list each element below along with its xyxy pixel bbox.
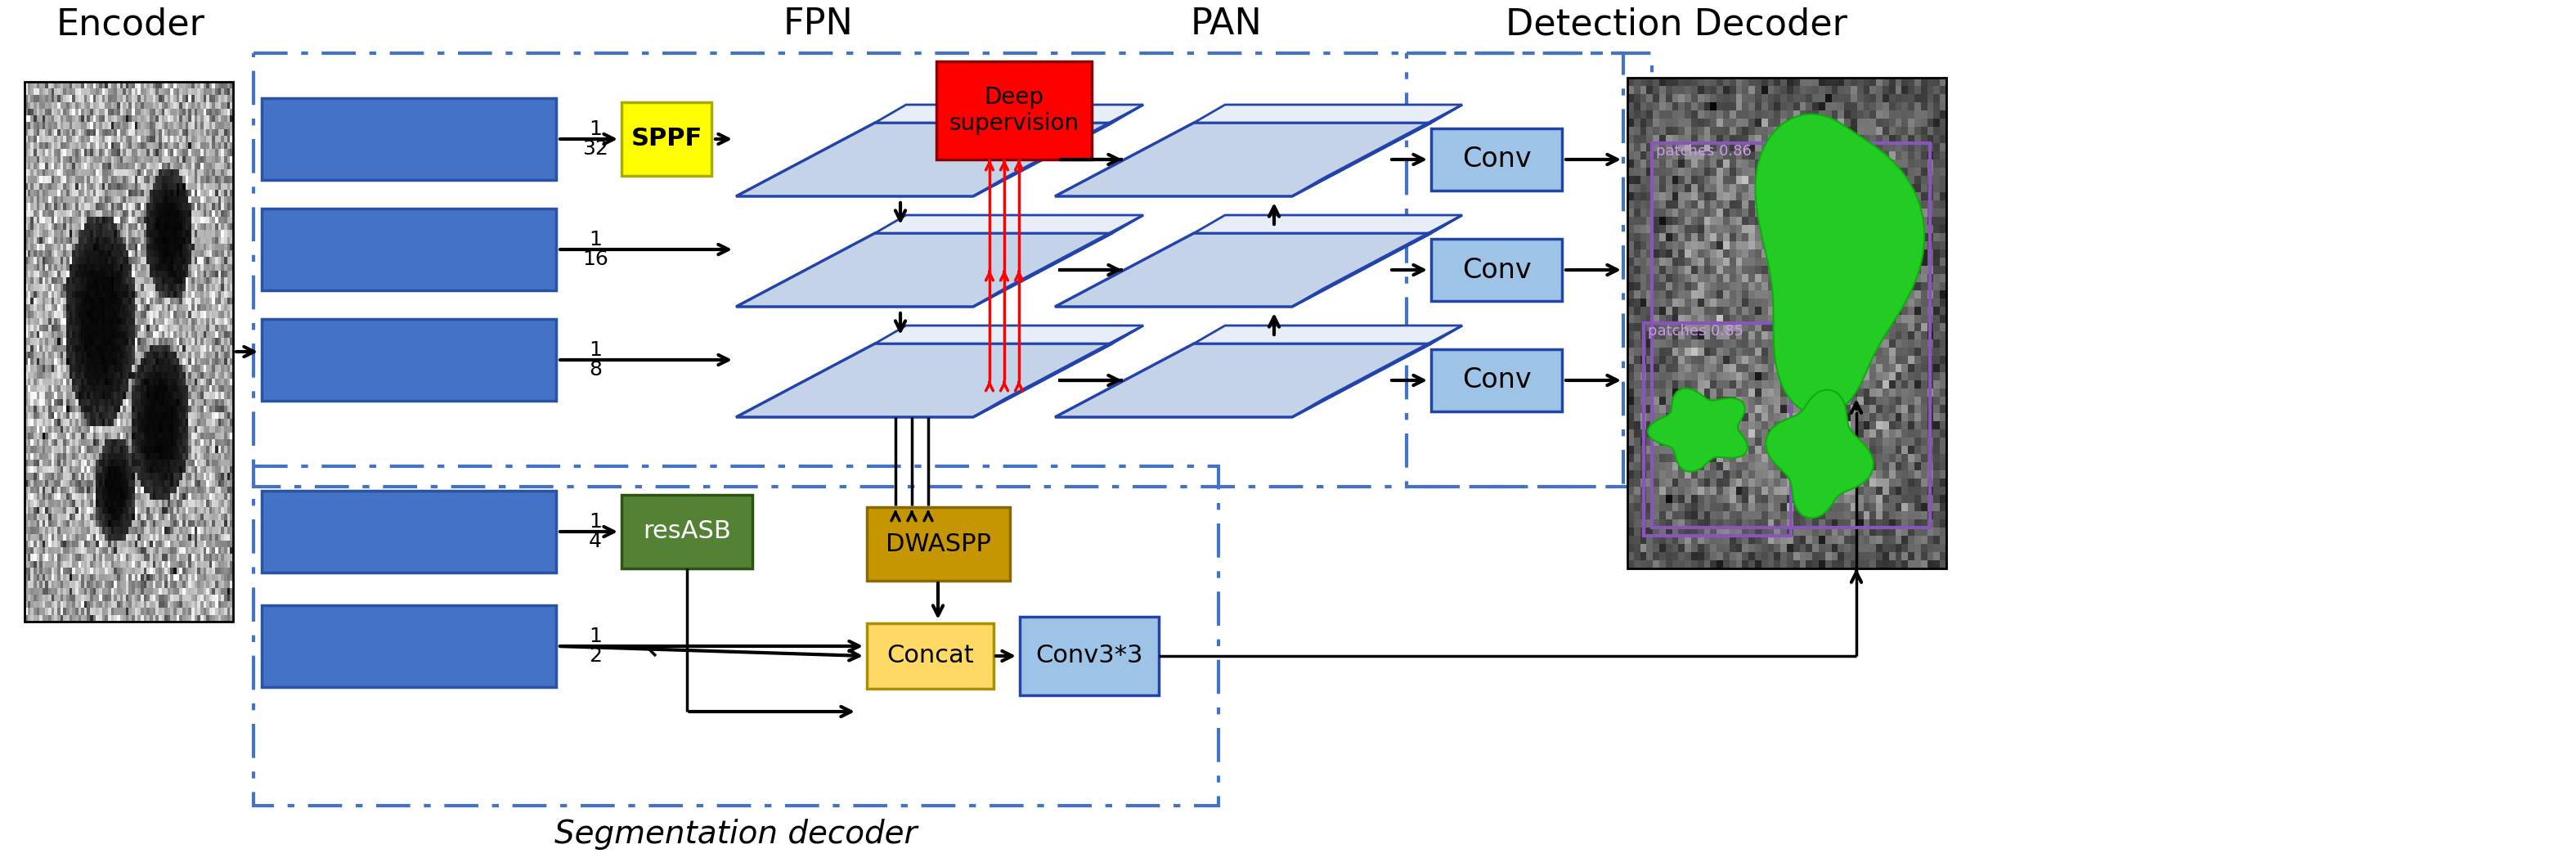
- Text: patches 0.85: patches 0.85: [1649, 324, 1744, 339]
- Bar: [1651, 143, 1929, 528]
- Text: Deep
supervision: Deep supervision: [948, 86, 1079, 135]
- Bar: [252, 53, 1651, 486]
- Bar: [263, 491, 556, 572]
- Text: 1: 1: [590, 230, 603, 250]
- Polygon shape: [1649, 389, 1747, 472]
- Polygon shape: [1056, 123, 1432, 196]
- Text: Encoder: Encoder: [57, 7, 206, 42]
- Text: Segmentation decoder: Segmentation decoder: [554, 819, 917, 849]
- Text: Detection Decoder: Detection Decoder: [1504, 7, 1847, 42]
- Polygon shape: [1193, 325, 1463, 343]
- Polygon shape: [1293, 215, 1463, 306]
- Text: 1: 1: [590, 512, 603, 532]
- Polygon shape: [1293, 325, 1463, 417]
- Bar: [868, 507, 1010, 581]
- Bar: [868, 623, 994, 689]
- Polygon shape: [876, 105, 1144, 123]
- Text: Conv3*3: Conv3*3: [1036, 644, 1144, 668]
- Text: 16: 16: [582, 250, 608, 269]
- Polygon shape: [1754, 114, 1924, 415]
- Text: 1: 1: [590, 626, 603, 646]
- Text: DWASPP: DWASPP: [886, 532, 992, 556]
- Bar: [621, 102, 711, 176]
- Bar: [1628, 78, 1947, 569]
- Polygon shape: [1193, 215, 1463, 233]
- Text: 8: 8: [590, 360, 603, 379]
- Text: PAN: PAN: [1190, 7, 1262, 42]
- Text: 4: 4: [590, 532, 603, 552]
- Bar: [263, 605, 556, 687]
- Text: 1: 1: [590, 341, 603, 360]
- Polygon shape: [974, 105, 1144, 196]
- Bar: [1432, 129, 1561, 190]
- Bar: [935, 61, 1092, 160]
- Polygon shape: [1765, 390, 1873, 518]
- Polygon shape: [1293, 105, 1463, 196]
- Polygon shape: [1193, 105, 1463, 123]
- Polygon shape: [1056, 343, 1432, 417]
- Text: Concat: Concat: [886, 644, 974, 668]
- Polygon shape: [737, 343, 1113, 417]
- Text: 2: 2: [590, 646, 603, 666]
- Polygon shape: [876, 325, 1144, 343]
- Bar: [263, 319, 556, 401]
- Text: Conv: Conv: [1463, 367, 1530, 394]
- Bar: [263, 98, 556, 180]
- Polygon shape: [974, 215, 1144, 306]
- Bar: [263, 208, 556, 290]
- Text: SPPF: SPPF: [631, 127, 703, 151]
- Bar: [1406, 53, 1623, 486]
- Polygon shape: [737, 233, 1113, 306]
- Polygon shape: [876, 215, 1144, 233]
- Bar: [1020, 617, 1159, 695]
- Bar: [1643, 323, 1790, 535]
- Bar: [621, 495, 752, 569]
- Text: 32: 32: [582, 139, 608, 159]
- Bar: [252, 466, 1218, 806]
- Bar: [26, 82, 232, 621]
- Text: 1: 1: [590, 119, 603, 139]
- Text: patches 0.86: patches 0.86: [1656, 144, 1752, 159]
- Text: FPN: FPN: [783, 7, 853, 42]
- Text: resASB: resASB: [644, 520, 732, 543]
- Polygon shape: [1056, 233, 1432, 306]
- Polygon shape: [737, 123, 1113, 196]
- Text: Conv: Conv: [1463, 146, 1530, 173]
- Bar: [1432, 239, 1561, 301]
- Bar: [1432, 349, 1561, 412]
- Polygon shape: [974, 325, 1144, 417]
- Text: Conv: Conv: [1463, 257, 1530, 283]
